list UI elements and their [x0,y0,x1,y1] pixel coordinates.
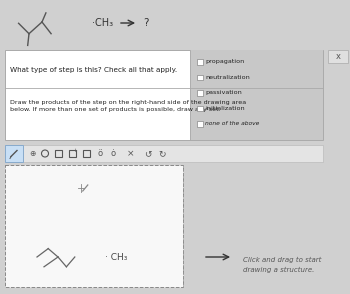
Text: passivation: passivation [205,90,242,95]
Text: ×: × [127,149,135,158]
Bar [5,145,23,162]
Text: What type of step is this? Check all that apply.: What type of step is this? Check all tha… [10,67,177,73]
Bar [5,165,183,287]
Text: +: + [73,148,77,153]
Bar [197,90,203,96]
Text: Draw the products of the step on the right-hand side of the drawing area
below. : Draw the products of the step on the rig… [10,100,246,112]
Text: ?: ? [143,18,148,28]
Text: none of the above: none of the above [205,121,259,126]
Bar [5,50,323,140]
Text: ⊕: ⊕ [29,149,35,158]
Bar [190,50,323,140]
Text: neutralization: neutralization [205,75,250,80]
Bar [55,150,62,157]
Text: ↺: ↺ [144,149,152,158]
Text: propagation: propagation [205,59,244,64]
Text: -: - [88,148,90,153]
Text: ↻: ↻ [158,149,166,158]
Text: ·CH₃: ·CH₃ [92,18,113,28]
Bar [197,106,203,111]
Bar [83,150,90,157]
Text: x: x [336,52,341,61]
Text: ö: ö [97,149,103,158]
Bar [197,121,203,126]
Text: · CH₃: · CH₃ [105,253,127,261]
Text: Click and drag to start
drawing a structure.: Click and drag to start drawing a struct… [243,257,321,273]
Text: ȯ: ȯ [111,149,116,158]
Bar [5,145,323,162]
Text: initialization: initialization [205,106,245,111]
Bar [69,150,76,157]
Bar [197,59,203,64]
Bar [328,50,348,63]
Bar [197,74,203,80]
